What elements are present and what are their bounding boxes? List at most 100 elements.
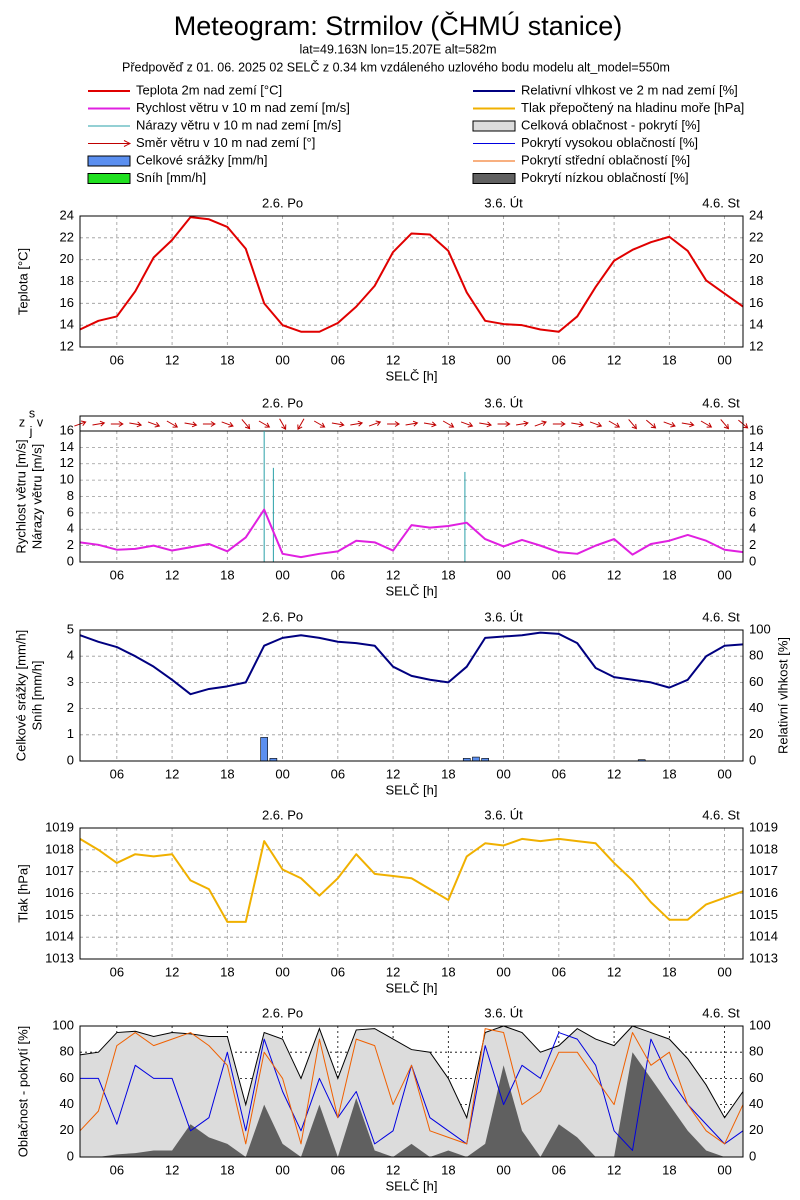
wind-arrow bbox=[184, 421, 198, 428]
day-label: 4.6. St bbox=[702, 395, 740, 410]
x-tick-label: 06 bbox=[552, 964, 566, 979]
y-tick-label-right: 80 bbox=[749, 1044, 763, 1059]
x-tick-label: 12 bbox=[386, 766, 400, 781]
x-tick-label: 06 bbox=[552, 1162, 566, 1177]
cloud-area bbox=[80, 1052, 743, 1157]
x-tick-label: 18 bbox=[441, 567, 455, 582]
x-tick-label: 00 bbox=[717, 567, 731, 582]
y-tick-label-right: 22 bbox=[749, 229, 763, 244]
y-tick-label-right: 0 bbox=[749, 553, 756, 568]
compass-e: v bbox=[37, 415, 44, 429]
x-tick-label: 06 bbox=[110, 964, 124, 979]
y-tick-label-right: 6 bbox=[749, 504, 756, 519]
wind-arrow bbox=[258, 420, 271, 428]
plot-frame bbox=[79, 1025, 744, 1158]
wind-arrow bbox=[628, 419, 637, 430]
y2-tick-label: 20 bbox=[749, 726, 763, 741]
x-tick-label: 00 bbox=[496, 352, 510, 367]
precip-bar bbox=[260, 737, 268, 762]
x-tick-label: 00 bbox=[496, 964, 510, 979]
wind-arrow bbox=[534, 420, 547, 427]
y-tick-label: 14 bbox=[60, 439, 74, 454]
y-tick-label-right: 1018 bbox=[749, 841, 778, 856]
compass-w: z bbox=[19, 415, 25, 429]
y-tick-label: 4 bbox=[67, 648, 74, 663]
wind-arrow bbox=[645, 419, 657, 429]
y-tick-label-right: 0 bbox=[749, 1148, 756, 1163]
legend-label: Teplota 2m nad zemí [°C] bbox=[136, 82, 282, 97]
y-axis-label: Tlak [hPa] bbox=[15, 864, 30, 923]
series-line bbox=[79, 837, 744, 923]
y-tick-label-right: 8 bbox=[749, 488, 756, 503]
x-tick-label: 12 bbox=[165, 352, 179, 367]
x-tick-label: 06 bbox=[331, 567, 345, 582]
x-axis-label: SELČ [h] bbox=[385, 1178, 437, 1193]
x-axis-label: SELČ [h] bbox=[385, 368, 437, 383]
y-tick-label: 1014 bbox=[45, 929, 74, 944]
y-tick-label: 1013 bbox=[45, 950, 74, 965]
x-tick-label: 18 bbox=[662, 964, 676, 979]
y-tick-label-right: 1013 bbox=[749, 950, 778, 965]
x-tick-label: 06 bbox=[552, 352, 566, 367]
y-tick-label-right: 1019 bbox=[749, 819, 778, 834]
wind-arrow bbox=[571, 421, 585, 428]
legend-label: Směr větru v 10 m nad zemí [°] bbox=[136, 135, 315, 150]
y-tick-label: 12 bbox=[60, 455, 74, 470]
y-tick-label-right: 12 bbox=[749, 455, 763, 470]
y-tick-label: 24 bbox=[60, 207, 74, 222]
day-label: 3.6. Út bbox=[484, 195, 523, 210]
wind-arrow bbox=[221, 421, 234, 428]
y-tick-label-right: 2 bbox=[749, 537, 756, 552]
y-axis-label: Celkové srážky [mm/h] bbox=[13, 630, 28, 761]
y-tick-label: 3 bbox=[67, 674, 74, 689]
wind-arrow bbox=[423, 421, 437, 428]
legend-swatch bbox=[87, 173, 131, 184]
series-line bbox=[79, 508, 744, 559]
y-tick-label-right: 100 bbox=[749, 1017, 771, 1032]
legend-label: Tlak přepočtený na hladinu moře [hPa] bbox=[521, 100, 744, 115]
x-tick-label: 18 bbox=[220, 1162, 234, 1177]
wind-arrow bbox=[681, 421, 695, 428]
x-tick-label: 12 bbox=[165, 766, 179, 781]
wind-arrow bbox=[442, 420, 455, 428]
y-tick-label-right: 1015 bbox=[749, 907, 778, 922]
legend-label: Rychlost větru v 10 m nad zemí [m/s] bbox=[136, 100, 350, 115]
y-tick-label: 20 bbox=[60, 251, 74, 266]
y-tick-label: 1 bbox=[67, 726, 74, 741]
x-tick-label: 18 bbox=[441, 352, 455, 367]
plot-frame bbox=[79, 827, 744, 960]
y-axis-label: Oblačnost - pokrytí [%] bbox=[15, 1026, 30, 1158]
wind-arrow bbox=[331, 421, 345, 428]
wind-arrow bbox=[700, 420, 713, 428]
y-tick-label-right: 18 bbox=[749, 273, 763, 288]
forecast-info: Předpověď z 01. 06. 2025 02 SELČ z 0.34 … bbox=[122, 59, 670, 74]
x-tick-label: 18 bbox=[662, 567, 676, 582]
x-tick-label: 18 bbox=[220, 567, 234, 582]
y2-tick-label: 60 bbox=[749, 674, 763, 689]
title: Meteogram: Strmilov (ČHMÚ stanice) bbox=[174, 10, 623, 41]
x-tick-label: 06 bbox=[331, 352, 345, 367]
legend-label: Pokrytí nízkou oblačností [%] bbox=[521, 170, 689, 185]
y2-tick-label: 0 bbox=[749, 752, 756, 767]
x-tick-label: 12 bbox=[165, 567, 179, 582]
subtitle: lat=49.163N lon=15.207E alt=582m bbox=[299, 42, 496, 56]
x-tick-label: 00 bbox=[717, 1162, 731, 1177]
x-tick-label: 06 bbox=[110, 1162, 124, 1177]
day-label: 2.6. Po bbox=[262, 395, 303, 410]
y-tick-label: 60 bbox=[60, 1070, 74, 1085]
day-label: 3.6. Út bbox=[484, 1005, 523, 1020]
wind-arrow bbox=[297, 418, 305, 431]
y-tick-label: 0 bbox=[67, 1148, 74, 1163]
legend-swatch bbox=[472, 173, 516, 184]
y-tick-label: 0 bbox=[67, 752, 74, 767]
y2-tick-label: 100 bbox=[749, 621, 771, 636]
y-tick-label: 1015 bbox=[45, 907, 74, 922]
y-tick-label: 16 bbox=[60, 295, 74, 310]
y-tick-label: 20 bbox=[60, 1122, 74, 1137]
cloud-area bbox=[80, 1026, 743, 1157]
x-tick-label: 00 bbox=[717, 352, 731, 367]
day-label: 4.6. St bbox=[702, 807, 740, 822]
x-tick-label: 06 bbox=[331, 964, 345, 979]
y-tick-label-right: 20 bbox=[749, 251, 763, 266]
